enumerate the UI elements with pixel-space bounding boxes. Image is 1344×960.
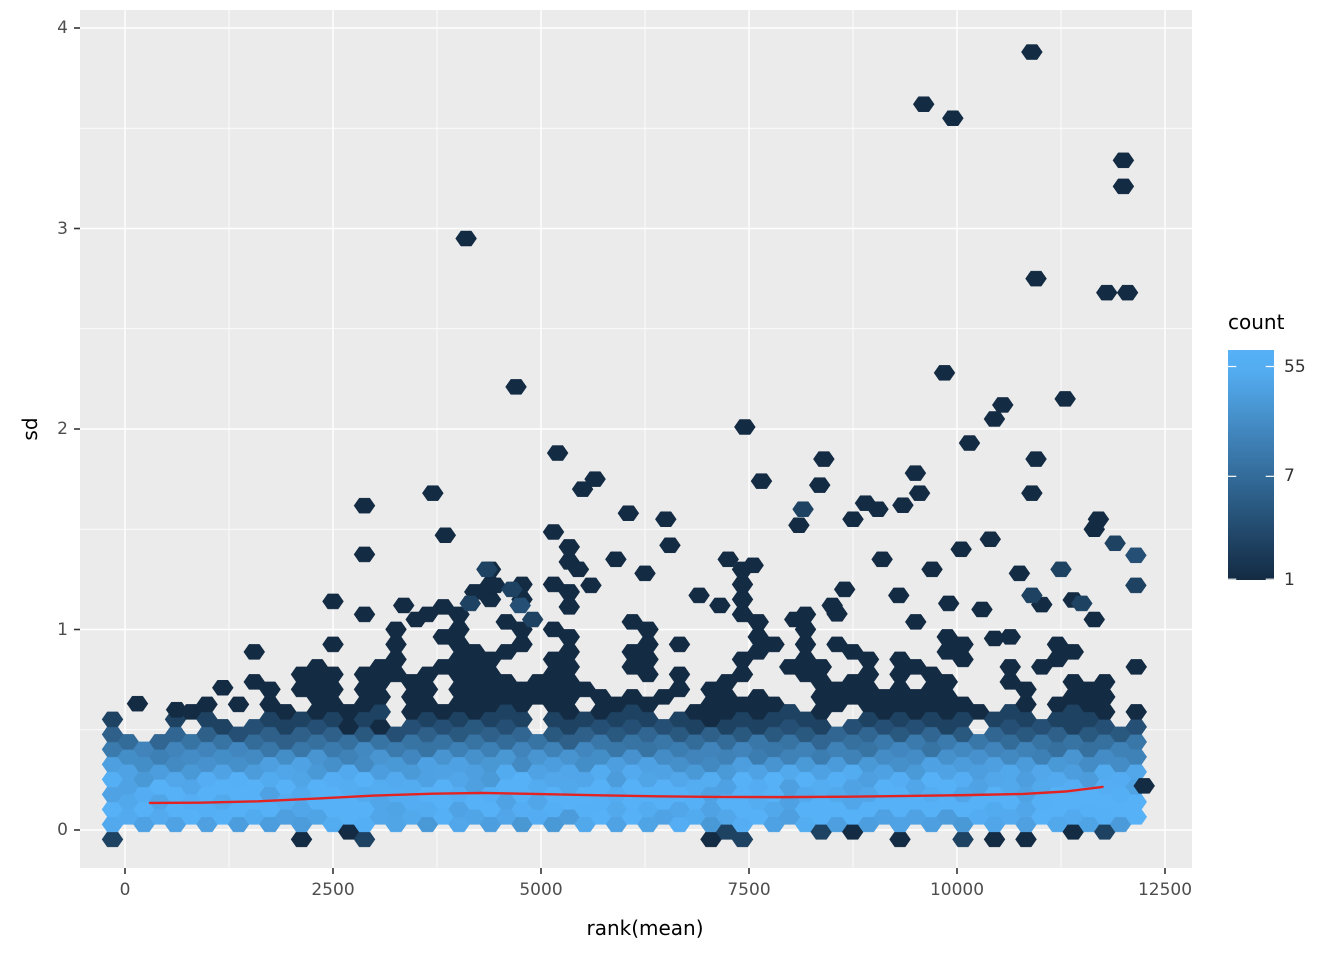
hexbin-plot: rank(mean) sd count 0 2500 5000 7500 10000 12… [0, 0, 1344, 960]
chart-canvas [0, 0, 1344, 960]
